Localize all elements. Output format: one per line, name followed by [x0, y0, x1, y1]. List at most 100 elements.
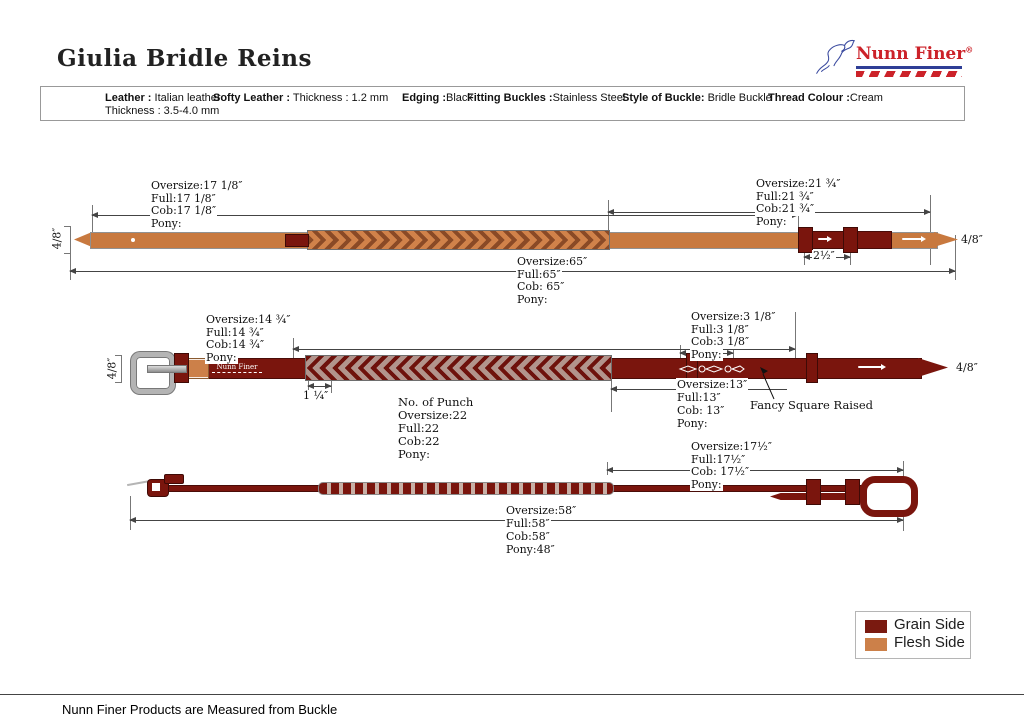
- dim-cob: Cob:3 1/8″: [690, 335, 751, 349]
- rein-middle-braided-section: [305, 355, 612, 381]
- logo-blue-rule: [856, 66, 962, 69]
- rein-top-keeper-2: [843, 227, 858, 253]
- spec-leather-label: Leather :: [105, 92, 152, 104]
- buckle-slot-mark: [818, 236, 832, 242]
- punch-cob: Cob:22: [397, 434, 441, 448]
- dim-full: Full:58″: [505, 517, 551, 530]
- extension-line: [955, 235, 956, 280]
- rein-middle-tip-dims: Oversize:3 1/8″ Full:3 1/8″ Cob:3 1/8″ P…: [690, 310, 777, 361]
- rein-bottom-loop-dimension-line: [606, 467, 904, 473]
- dim-oversize: Oversize:65″: [516, 255, 589, 269]
- spec-thread-label: Thread Colour :: [768, 92, 850, 104]
- spec-thread-value: Cream: [849, 92, 883, 104]
- rein-top-overall-dimension-line: [69, 268, 956, 274]
- extension-line: [92, 205, 93, 234]
- tick: [64, 226, 71, 227]
- rein-bottom-folded-strap: [770, 493, 876, 500]
- dim-pony: Pony:: [676, 417, 709, 430]
- fancy-stitch-pattern: [678, 365, 745, 373]
- rein-middle-left-dims: Oversize:14 ¾″ Full:14 ¾″ Cob:14 ¾″ Pony…: [205, 313, 292, 364]
- rein-middle-solid-dims: Oversize:13″ Full:13″ Cob: 13″ Pony:: [676, 378, 749, 430]
- extension-line: [795, 312, 796, 358]
- dim-cob: Cob:17 1/8″: [150, 204, 218, 218]
- footer-divider: [0, 694, 1024, 695]
- punch-oversize: Oversize:22: [397, 408, 469, 422]
- spec-softy-leather: Softy Leather : Thickness : 1.2 mm: [213, 92, 388, 104]
- punch-count-block: No. of Punch Oversize:22 Full:22 Cob:22 …: [397, 395, 475, 461]
- rein-top-keeper-1: [798, 227, 813, 253]
- flesh-side-swatch: [865, 638, 887, 651]
- rein-top-right-dims: Oversize:21 ¾″ Full:21 ¾″ Cob:21 ¾″ Pony…: [755, 177, 842, 228]
- tip-slot-mark: [902, 236, 926, 242]
- dim-pony: Pony:: [516, 292, 549, 306]
- spec-buckle-style: Style of Buckle: Bridle Buckle: [622, 92, 772, 104]
- spec-leather-thickness: Thickness : 3.5-4.0 mm: [105, 105, 219, 117]
- spec-buckle-style-label: Style of Buckle:: [622, 92, 705, 104]
- dim-oversize: Oversize:58″: [505, 504, 578, 517]
- dim-cob: Cob:21 ¾″: [755, 202, 816, 216]
- brand-text: Nunn Finer®: [856, 44, 973, 64]
- spec-edging-value: Black: [446, 92, 473, 104]
- extension-line: [130, 496, 131, 530]
- page-title: Giulia Bridle Reins: [57, 45, 312, 72]
- dim-oversize: Oversize:17½″: [690, 440, 773, 454]
- spec-thread-colour: Thread Colour :Cream: [768, 92, 883, 104]
- extension-line: [930, 195, 931, 265]
- grain-side-label: Grain Side: [894, 616, 965, 633]
- punch-title: No. of Punch: [397, 395, 475, 409]
- buckle-tongue: [147, 365, 187, 373]
- dim-pony: Pony:: [690, 347, 723, 361]
- rein-bottom-top-keeper: [164, 474, 184, 484]
- dim-cob: Cob:58″: [505, 530, 551, 543]
- spec-fitting-buckles: Fitting Buckles :Stainless Steel: [467, 92, 625, 104]
- dim-cob: Cob: 13″: [676, 404, 726, 417]
- braid-offset-dim-label: 1 ¼″: [302, 389, 330, 403]
- rein-top-braided-section: [307, 230, 610, 250]
- rein-bottom-loop-dims: Oversize:17½″ Full:17½″ Cob: 17½″ Pony:: [690, 440, 773, 491]
- spec-fitting-value: Stainless Steel: [552, 92, 626, 104]
- dim-full: Full:13″: [676, 391, 722, 404]
- dim-pony: Pony:: [690, 477, 723, 491]
- dim-full: Full:65″: [516, 267, 562, 281]
- spec-bar: Leather : Italian leather Thickness : 3.…: [40, 86, 965, 121]
- dim-oversize: Oversize:3 1/8″: [690, 310, 777, 324]
- registered-mark: ®: [965, 44, 974, 55]
- bridle-buckle: [131, 352, 175, 394]
- dim-cob: Cob:14 ¾″: [205, 338, 266, 352]
- dim-full: Full:17½″: [690, 452, 747, 466]
- strap-brand-stamp: Nunn Finer: [212, 363, 262, 373]
- spec-fitting-label: Fitting Buckles :: [467, 92, 553, 104]
- dim-full: Full:17 1/8″: [150, 191, 217, 205]
- dim-full: Full:14 ¾″: [205, 325, 265, 339]
- flesh-side-label: Flesh Side: [894, 634, 965, 651]
- rein-middle-width-label-left: 4/8″: [105, 357, 119, 380]
- spec-edging-label: Edging :: [402, 92, 446, 104]
- rein-bottom-loop-end: [860, 476, 918, 517]
- extension-line: [611, 380, 612, 412]
- dim-cob: Cob: 65″: [516, 280, 566, 294]
- footer-note: Nunn Finer Products are Measured from Bu…: [62, 702, 338, 717]
- fancy-square-raised-annotation: Fancy Square Raised: [750, 398, 874, 412]
- rein-middle-width-label-right: 4/8″: [956, 361, 978, 374]
- color-legend: Grain Side Flesh Side: [855, 611, 971, 659]
- rein-bottom-keeper-2: [845, 479, 860, 505]
- dim-pony: Pony:: [755, 214, 788, 228]
- punch-full: Full:22: [397, 421, 441, 435]
- dim-braid-offset: 1 ¼″: [302, 389, 330, 403]
- extension-line: [121, 355, 122, 383]
- rein-middle-keeper-mid-2: [806, 353, 818, 383]
- dim-oversize: Oversize:14 ¾″: [205, 313, 292, 327]
- buckle-opening: [152, 483, 160, 491]
- rein-top-width-label-left: 4/8″: [50, 227, 64, 250]
- logo-red-dashes: [856, 71, 962, 77]
- spec-buckle-style-value: Bridle Buckle: [707, 92, 772, 104]
- nunn-finer-logo: Nunn Finer®: [810, 36, 973, 80]
- keeper-dim-label: 2½″: [812, 249, 836, 263]
- rein-middle-right-tip: [918, 358, 948, 377]
- spec-softy-value: Thickness : 1.2 mm: [292, 92, 389, 104]
- punch-pony: Pony:: [397, 447, 431, 461]
- rein-top-width-label-right: 4/8″: [961, 233, 983, 246]
- spec-edging: Edging :Black: [402, 92, 473, 104]
- rein-top-overall-dims: Oversize:65″ Full:65″ Cob: 65″ Pony:: [516, 255, 589, 306]
